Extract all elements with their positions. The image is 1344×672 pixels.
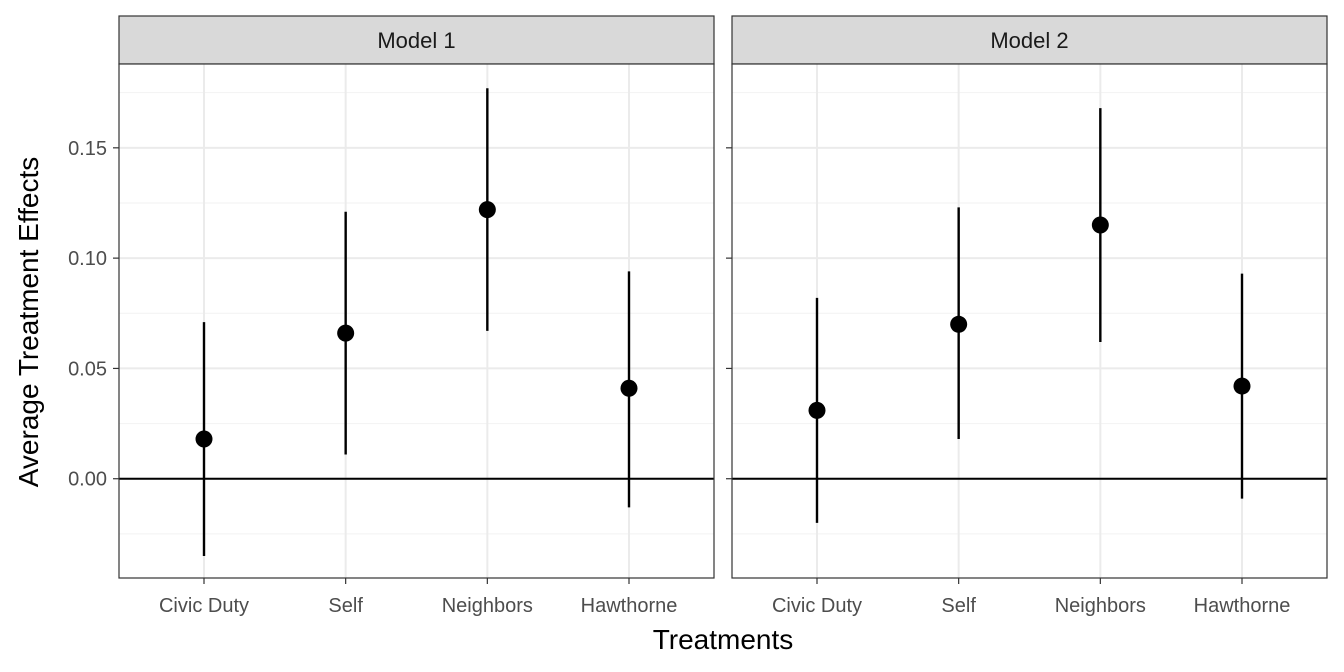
panel-border [118,63,715,579]
x-tick-label: Neighbors [1055,595,1146,617]
x-tick-label: Civic Duty [772,595,862,617]
facet-panel: Model 1 Civic Duty Self Neighbors Hawthorne [113,15,715,617]
x-tick-label: Hawthorne [581,595,678,617]
x-axis-title: Treatments [653,624,794,655]
estimate-point [337,324,355,342]
x-tick-label: Neighbors [442,595,533,617]
facet-panel: Model 2 Civic Duty Self Neighbors Hawthorne [726,15,1328,617]
estimate-point [950,315,968,333]
y-axis-title: Average Treatment Effects [13,157,44,487]
estimate-point [808,401,826,419]
estimate-point [1091,216,1109,234]
plot-background [732,64,1327,578]
x-tick-label: Hawthorne [1194,595,1291,617]
facet-strip [731,15,1328,65]
estimate-point [1233,377,1251,395]
y-tick-label: 0.15 [68,138,107,160]
x-tick-label: Self [328,595,363,617]
y-tick-label: 0.10 [68,248,107,270]
facet-strip-label: Model 1 [377,28,455,53]
x-tick-label: Self [941,595,976,617]
x-tick-label: Civic Duty [159,595,249,617]
estimate-point [478,201,496,219]
facet-strip-label: Model 2 [990,28,1068,53]
panel-border [731,63,1328,579]
y-axis: 0.00 0.05 0.10 0.15 [68,138,107,491]
estimate-point [195,430,213,448]
y-tick-label: 0.05 [68,358,107,380]
y-tick-label: 0.00 [68,469,107,491]
plot-background [119,64,714,578]
estimate-point [620,379,638,397]
facet-strip [118,15,715,65]
